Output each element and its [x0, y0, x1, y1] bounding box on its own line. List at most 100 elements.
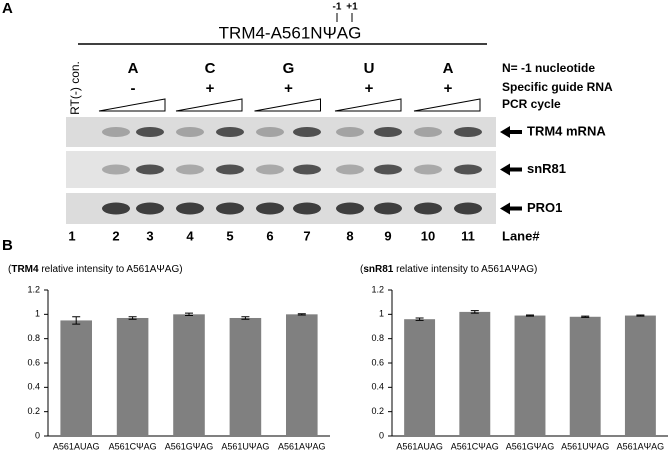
bar	[60, 320, 92, 436]
x-tick-label: A561AUAG	[396, 441, 443, 451]
cycle-wedge	[175, 98, 243, 112]
position-label: -1	[333, 2, 342, 13]
band-label: TRM4 mRNA	[527, 123, 606, 138]
panel-label: A	[2, 0, 13, 17]
chart-title: (snR81 relative intensity to A561AΨAG)	[360, 264, 537, 275]
x-tick-label: A561GΨAG	[165, 441, 214, 451]
band-label: PRO1	[527, 200, 562, 215]
title-part: (	[8, 264, 12, 275]
lane-number: 5	[226, 228, 233, 243]
y-tick-label: 0.4	[27, 382, 40, 392]
lane-number: 11	[461, 228, 475, 243]
title-part: relative intensity to A561AΨAG)	[39, 264, 183, 275]
error-bar	[415, 317, 424, 321]
y-tick-label: 0.4	[371, 382, 384, 392]
gel-band	[102, 127, 130, 137]
guide-sign: -	[131, 80, 136, 97]
lane-axis-label: Lane#	[502, 228, 540, 243]
gel-band	[136, 127, 164, 137]
lane-number: 4	[186, 228, 194, 243]
x-tick-label: A561UΨAG	[561, 441, 609, 451]
gel-band	[374, 164, 402, 175]
y-tick-label: 0.8	[27, 333, 40, 343]
y-tick-label: 1.2	[371, 284, 384, 294]
lane-number: 3	[146, 228, 153, 243]
lane-number: 2	[112, 228, 119, 243]
gel-band	[216, 127, 244, 137]
gel-band	[176, 202, 204, 215]
guide-sign: +	[444, 80, 453, 97]
construct-name: TRM4-A561NΨAG	[219, 23, 362, 42]
error-bar	[297, 313, 306, 316]
gel-band	[256, 127, 284, 137]
error-bar	[128, 316, 137, 320]
gel-band	[336, 202, 364, 215]
band-label: snR81	[527, 161, 566, 176]
title-part: snR81	[363, 264, 393, 275]
gel-band	[336, 164, 364, 175]
gel-band	[293, 127, 321, 137]
error-bar	[581, 315, 590, 318]
gel-band	[336, 127, 364, 137]
cycle-wedge	[413, 98, 481, 112]
gel-band	[176, 164, 204, 175]
bar	[229, 317, 262, 436]
panel-label: B	[2, 237, 13, 254]
y-tick-label: 0	[35, 430, 40, 440]
gel-band	[216, 164, 244, 175]
gel-band	[454, 164, 482, 175]
gel-band	[256, 202, 284, 215]
bar	[286, 314, 318, 436]
position-label: +1	[346, 2, 358, 13]
lane-number: 8	[346, 228, 353, 243]
lane-number: 7	[303, 228, 310, 243]
arrow	[500, 163, 522, 176]
gel-band	[414, 164, 442, 175]
x-tick-label: A561CΨAG	[109, 441, 157, 451]
error-bar	[526, 314, 534, 317]
lane-number: 1	[68, 228, 75, 243]
title-part: relative intensity to A561AΨAG)	[393, 264, 537, 275]
y-tick-label: 0	[379, 430, 384, 440]
x-tick-label: A561CΨAG	[451, 441, 499, 451]
error-bar	[636, 314, 645, 317]
gel-band	[293, 202, 321, 215]
bar	[459, 311, 491, 436]
chart-title: (TRM4 relative intensity to A561AΨAG)	[8, 264, 183, 275]
guide-sign: +	[284, 80, 293, 97]
y-tick-label: 1	[35, 309, 40, 319]
nucleotide: U	[364, 60, 375, 77]
y-tick-label: 0.6	[371, 357, 384, 367]
bar	[404, 319, 436, 436]
bar	[624, 315, 656, 436]
y-tick-label: 0.8	[371, 333, 384, 343]
y-tick-label: 0.2	[27, 406, 40, 416]
title-part: (	[360, 264, 364, 275]
gel-band	[256, 164, 284, 175]
guide-sign: +	[365, 80, 374, 97]
gel-band	[454, 202, 482, 215]
error-bar	[185, 312, 193, 317]
gel-band	[102, 164, 130, 175]
gel-band	[414, 202, 442, 215]
arrow	[500, 126, 522, 138]
lane-number: 9	[384, 228, 391, 243]
row-label: PCR cycle	[502, 97, 561, 111]
arrow	[500, 202, 522, 215]
gel-band	[293, 164, 321, 175]
x-tick-label: A561GΨAG	[506, 441, 555, 451]
cycle-wedge	[334, 98, 402, 112]
guide-sign: +	[206, 80, 215, 97]
gel-band	[216, 202, 244, 215]
nucleotide: G	[283, 60, 295, 77]
lane-number: 6	[266, 228, 273, 243]
gel-band	[136, 202, 164, 215]
gel-band	[374, 202, 402, 215]
title-part: TRM4	[11, 264, 39, 275]
y-tick-label: 1.2	[27, 284, 40, 294]
y-tick-label: 1	[379, 309, 384, 319]
nucleotide: C	[205, 60, 216, 77]
x-tick-label: A561AΨAG	[617, 441, 665, 451]
cycle-wedge	[254, 98, 321, 112]
row-label: N= -1 nucleotide	[502, 61, 595, 75]
